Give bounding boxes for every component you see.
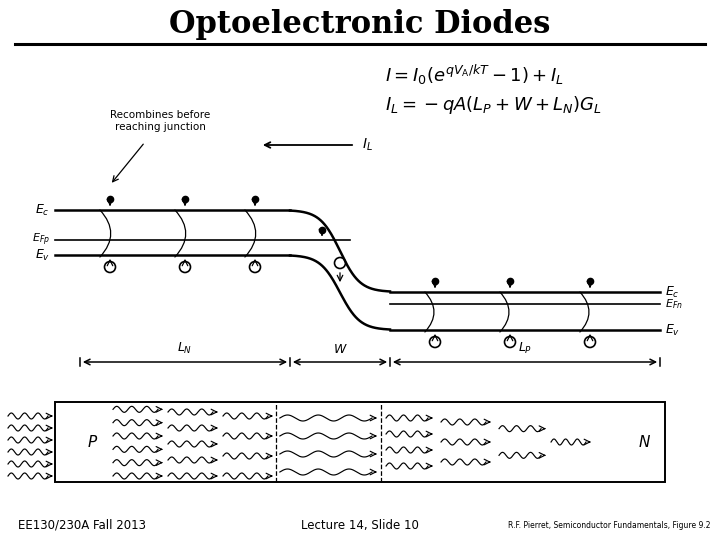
Text: $P$: $P$ [87,434,99,450]
Bar [55,402,665,482]
Text: $E_v$: $E_v$ [35,247,50,262]
Text: R.F. Pierret, Semiconductor Fundamentals, Figure 9.2: R.F. Pierret, Semiconductor Fundamentals… [508,521,710,530]
Text: $W$: $W$ [333,343,347,356]
Text: $N$: $N$ [639,434,652,450]
Text: $E_c$: $E_c$ [665,285,680,300]
Text: Optoelectronic Diodes: Optoelectronic Diodes [169,10,551,40]
Text: $E_{Fn}$: $E_{Fn}$ [665,297,683,311]
Text: EE130/230A Fall 2013: EE130/230A Fall 2013 [18,518,146,531]
Text: $I_L$: $I_L$ [362,137,373,153]
Text: $L_P$: $L_P$ [518,341,532,356]
Text: $L_N$: $L_N$ [177,341,193,356]
Text: $E_{Fp}$: $E_{Fp}$ [32,232,50,248]
Text: Recombines before
reaching junction: Recombines before reaching junction [110,110,210,132]
Text: $I_L = -qA(L_P+W+L_N)G_L$: $I_L = -qA(L_P+W+L_N)G_L$ [385,94,602,116]
Text: Lecture 14, Slide 10: Lecture 14, Slide 10 [301,518,419,531]
Text: $I = I_0(e^{qV_\mathrm{A}/kT}-1)+I_L$: $I = I_0(e^{qV_\mathrm{A}/kT}-1)+I_L$ [385,63,564,87]
Text: $E_c$: $E_c$ [35,202,50,218]
Text: $E_v$: $E_v$ [665,322,680,338]
